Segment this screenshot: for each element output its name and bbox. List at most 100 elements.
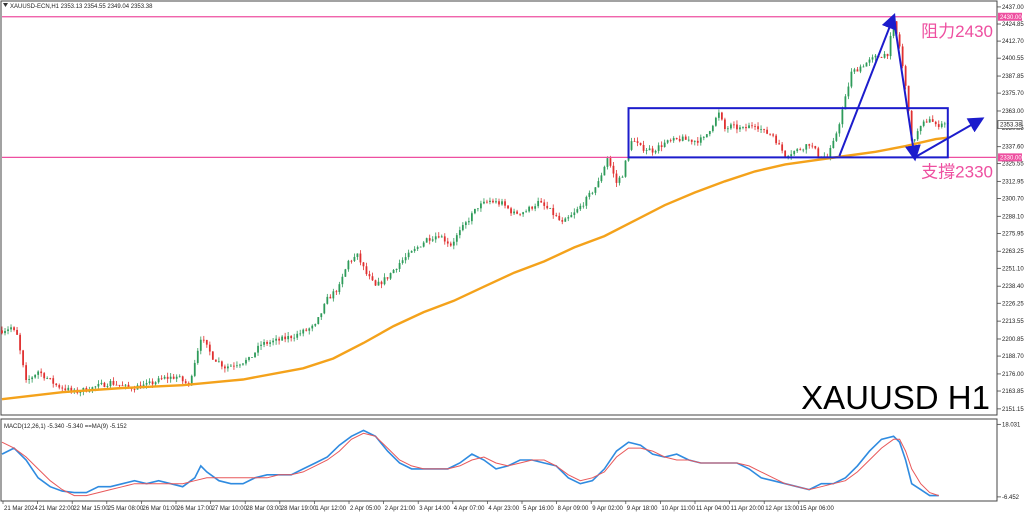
candle-body [567,217,570,219]
time-tick-label: 28 Mar 19:00 [281,506,317,512]
candle-body [808,144,811,146]
time-tick-label: 9 Apr 02:00 [592,506,623,512]
candle-body [392,269,395,274]
candle-body [380,281,383,285]
price-panel-frame [0,0,998,416]
candle-body [314,323,317,326]
candle-body [618,177,621,183]
price-tick-label: 2163.85 [1002,389,1024,395]
candle-body [55,383,58,386]
candle-body [172,376,175,379]
candle-body [489,200,491,203]
candle-body [97,383,100,387]
candle-body [558,215,561,221]
candle-body [708,131,711,135]
candle-body [889,35,892,57]
candle-body [886,53,889,57]
candle-body [302,329,305,334]
macd-series [1,429,939,497]
candle-body [70,387,73,391]
candle-body [341,276,344,285]
time-tick-label: 4 Apr 07:00 [454,506,485,512]
candle-body [254,352,256,358]
candle-body [543,202,546,206]
candle-body [281,336,284,341]
time-tick-label: 21 Mar 2024 [4,506,38,512]
candle-body [516,211,518,214]
candle-body [106,386,109,387]
candle-body [778,143,781,145]
candle-body [880,57,883,58]
candle-body [434,236,437,240]
candle-body [940,123,943,127]
candle-body [934,121,937,125]
candle-body [464,222,467,226]
candle-body [666,140,669,143]
candle-body [199,339,202,351]
candle-body [305,329,308,331]
candle-body [486,201,488,203]
candle-body [943,123,946,125]
candle-body [16,329,18,335]
time-tick-label: 26 Mar 17:00 [177,506,213,512]
trend-arrow [914,117,985,159]
time-tick-label: 9 Apr 18:00 [627,506,658,512]
candle-body [555,215,558,216]
level-label: 支撐2330 [921,162,993,181]
candle-body [196,350,199,363]
candle-body [449,243,452,246]
candle-body [748,125,750,129]
candle-body [714,117,717,126]
candle-body [353,256,356,261]
candle-body [22,350,24,366]
candle-body [287,336,290,340]
candle-body [883,53,886,58]
candle-body [13,327,15,330]
candle-body [31,377,34,380]
candle-body [272,340,274,343]
time-tick-label: 21 Mar 22:00 [39,506,75,512]
candle-body [733,124,735,126]
candle-body [257,345,259,353]
candle-body [211,351,214,360]
candle-body [702,137,705,138]
candle-body [597,181,600,188]
candle-body [633,141,636,142]
candle-body [10,327,12,330]
candle-body [46,378,49,379]
candle-body [100,382,103,384]
candle-body [745,127,747,129]
candle-body [410,251,413,253]
candle-body [871,57,874,60]
candle-body [121,385,124,387]
time-tick-label: 12 Apr 13:00 [765,506,800,512]
candle-body [269,342,271,344]
candle-body [398,263,401,269]
candle-body [455,235,458,242]
candle-body [239,364,241,366]
candle-body [413,248,416,252]
symbol-info: XAUUSD-ECN,H1 2353.13 2354.55 2349.04 23… [10,4,153,10]
candle-body [717,112,720,118]
candle-body [483,201,485,204]
candle-body [850,71,853,87]
candle-body [67,387,70,391]
candle-body [386,277,389,279]
candle-body [452,241,455,246]
candle-body [730,124,732,129]
price-axis: 2437.00 2424.85 2412.70 2400.55 2387.85 2375.… [997,5,1024,413]
candle-body [148,381,151,384]
candle-body [582,205,585,207]
price-tick-label: 2238.40 [1002,284,1024,290]
candle-body [835,133,838,141]
candle-body [805,144,808,150]
candle-body [510,208,512,214]
candle-body [588,192,591,197]
macd-tick-label: 18.031 [1002,422,1021,428]
level-tag-bg [998,153,1022,162]
time-tick-label: 1 Apr 12:00 [315,506,346,512]
candle-body [751,125,753,127]
candle-body [799,149,802,151]
candle-body [25,365,27,380]
candle-body [178,376,181,378]
